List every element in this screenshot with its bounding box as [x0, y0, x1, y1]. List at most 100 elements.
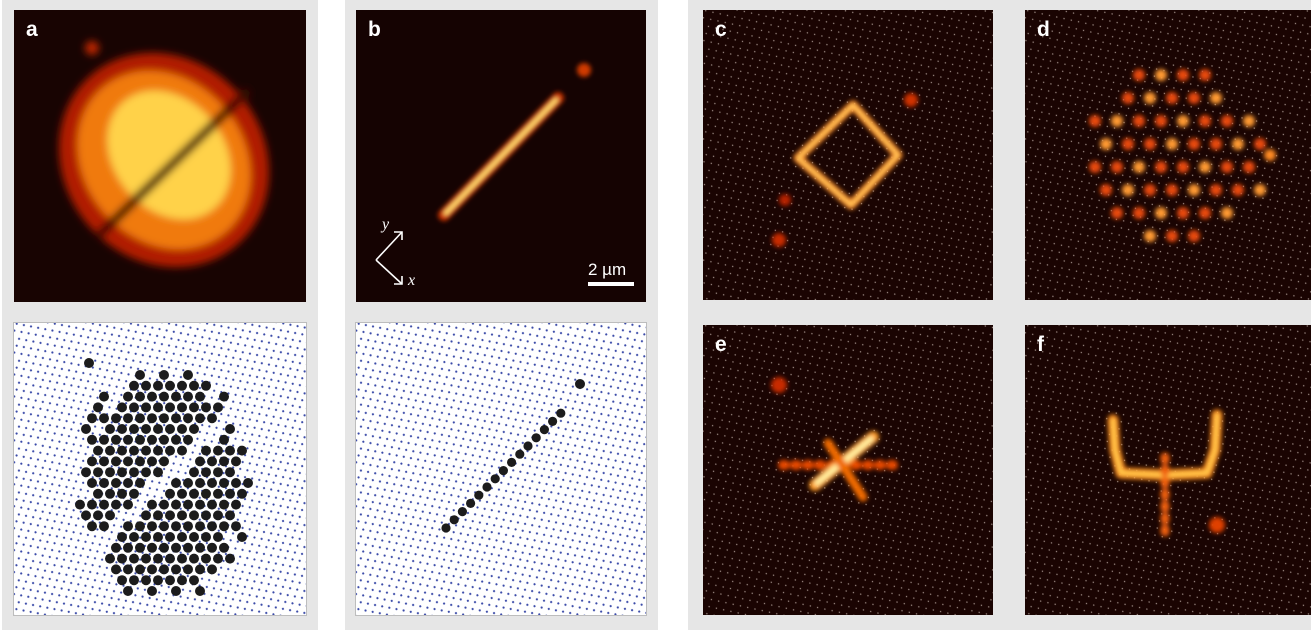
atom-marker — [87, 499, 97, 510]
atom-marker — [111, 478, 121, 488]
atom-marker — [231, 478, 241, 488]
atom-marker — [87, 413, 97, 424]
atom-marker — [1221, 161, 1233, 173]
atom-marker — [171, 434, 181, 445]
atom-marker — [539, 425, 549, 435]
atom-marker — [93, 467, 103, 478]
atom-marker — [207, 564, 217, 575]
atom-marker — [1122, 92, 1134, 104]
atom-marker — [1166, 138, 1178, 150]
atom-marker — [474, 490, 484, 500]
atom-marker — [99, 499, 109, 510]
atom-marker — [1177, 115, 1189, 127]
atom-marker — [1232, 138, 1244, 150]
atom-marker — [231, 499, 241, 510]
atom-marker — [213, 467, 223, 478]
atom-marker — [171, 542, 181, 553]
atom-marker — [153, 467, 163, 478]
atom-marker — [177, 402, 187, 413]
atom-marker — [219, 456, 229, 467]
atom-marker — [99, 478, 109, 488]
atom-marker — [1210, 138, 1222, 150]
atom-marker — [490, 474, 500, 484]
atom-marker — [195, 391, 205, 402]
atom-marker — [123, 499, 133, 510]
atom-marker — [1166, 184, 1178, 196]
atom-marker — [81, 510, 91, 521]
atom-marker — [441, 523, 451, 533]
atom-marker — [243, 478, 253, 488]
atom-marker — [129, 575, 139, 586]
atom-marker — [183, 434, 193, 445]
atom-marker — [1243, 115, 1255, 127]
atom-marker — [141, 553, 151, 564]
atom-marker — [141, 510, 151, 521]
atom-marker — [171, 521, 181, 532]
atom-marker — [1166, 230, 1178, 242]
atom-marker — [1210, 184, 1222, 196]
atom-marker — [207, 542, 217, 553]
atom-marker — [1188, 92, 1200, 104]
panel-d-fluorescence-image: d — [1025, 10, 1311, 300]
atom-marker — [1089, 161, 1101, 173]
atom-marker — [225, 488, 235, 499]
atom-marker — [213, 532, 223, 542]
atom-marker — [189, 575, 199, 586]
atom-marker — [225, 510, 235, 521]
atom-marker — [153, 445, 163, 456]
atom-marker — [75, 499, 85, 510]
atom-marker — [1188, 138, 1200, 150]
atom-marker — [117, 575, 127, 586]
atom-marker — [129, 532, 139, 542]
atom-marker — [523, 441, 533, 451]
atom-marker — [1089, 115, 1101, 127]
atom-marker — [141, 380, 151, 391]
atom-marker — [99, 521, 109, 532]
panel-b-image-graphic — [356, 10, 646, 302]
atom-marker — [159, 564, 169, 575]
atom-marker — [1155, 115, 1167, 127]
atom-marker — [129, 467, 139, 478]
atom-marker — [123, 391, 133, 402]
atom-marker — [183, 542, 193, 553]
atom-marker — [111, 434, 121, 445]
atom-marker — [1166, 92, 1178, 104]
atom-marker — [87, 478, 97, 488]
atom-marker — [117, 402, 127, 413]
panel-f-label: f — [1037, 333, 1044, 356]
atom-marker — [183, 370, 193, 380]
atom-marker — [195, 542, 205, 553]
atom-marker — [99, 456, 109, 467]
atom-marker — [1254, 184, 1266, 196]
atom-marker — [1177, 69, 1189, 81]
atom-marker — [135, 564, 145, 575]
axis-label-y: y — [382, 216, 390, 233]
atom-marker — [135, 542, 145, 553]
atom-marker — [123, 542, 133, 553]
atom-marker — [117, 488, 127, 499]
atom-marker — [1133, 69, 1145, 81]
atom-marker — [515, 449, 525, 459]
atom-marker — [159, 434, 169, 445]
panel-b-lattice-graphic — [356, 323, 646, 615]
atom-marker — [177, 553, 187, 564]
atom-marker — [129, 553, 139, 564]
atom-marker — [135, 434, 145, 445]
atom-marker — [159, 499, 169, 510]
atom-marker — [147, 391, 157, 402]
atom-marker — [195, 586, 205, 596]
atom-marker — [165, 380, 175, 391]
atom-marker — [171, 499, 181, 510]
panel-c-fluorescence-image: c — [703, 10, 993, 300]
atom-marker — [147, 434, 157, 445]
atom-marker — [153, 380, 163, 391]
atom-marker — [1122, 184, 1134, 196]
atom-marker — [183, 521, 193, 532]
panel-f-image-graphic — [1025, 325, 1311, 615]
atom-marker — [141, 532, 151, 542]
atom-marker — [183, 478, 193, 488]
atom-marker — [531, 433, 541, 443]
atom-marker — [457, 507, 467, 517]
atom-marker — [165, 532, 175, 542]
atom-marker — [207, 456, 217, 467]
